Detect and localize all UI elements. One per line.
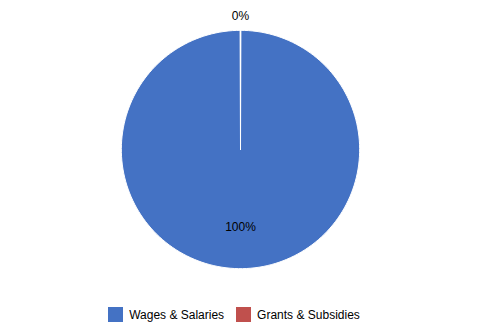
html-text:Grants & Subsidies: Grants & Subsidies	[257, 307, 360, 322]
svg-text:0%: 0%	[232, 9, 250, 23]
html-text:Wages & Salaries: Wages & Salaries	[129, 307, 225, 322]
svg-text:100%: 100%	[225, 220, 256, 234]
